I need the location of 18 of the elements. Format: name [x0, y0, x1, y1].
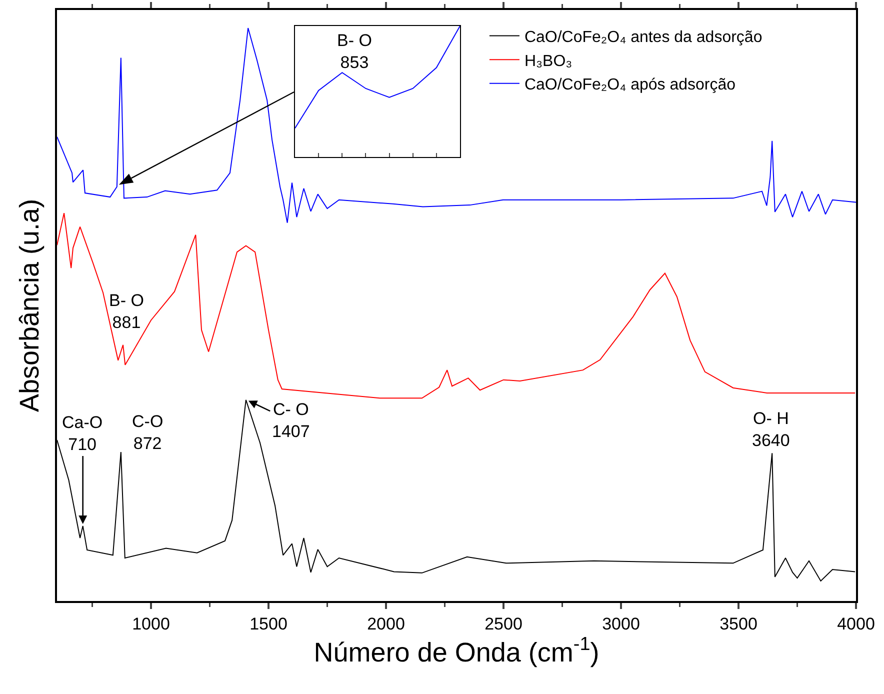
x-tick-label: 3000	[602, 614, 640, 634]
x-tick-label: 2500	[484, 614, 522, 634]
annotation: B- O 853	[337, 31, 372, 72]
annotation: C-O 872	[132, 412, 164, 454]
annotation: B- O 881	[109, 291, 144, 332]
x-axis-title: Número de Onda (cm$^{-1}$)	[314, 634, 600, 668]
annotation: Ca-O 710	[62, 413, 103, 454]
x-tick-label: 1000	[132, 614, 170, 634]
x-tick-label: 1500	[250, 614, 288, 634]
y-axis-title: Absorbância (u.a)	[14, 198, 45, 412]
legend-label: CaO/CoFe₂O₄ antes da adsorção	[524, 29, 762, 46]
legend-label: H₃BO₃	[524, 52, 572, 70]
annotation: O- H 3640	[752, 409, 790, 450]
annotation: C- O 1407	[272, 400, 310, 442]
x-tick-label: 2000	[367, 614, 405, 634]
x-tick-label: 3500	[720, 614, 758, 634]
x-tick-label: 4000	[837, 614, 875, 634]
legend-label: CaO/CoFe₂O₄ após adsorção	[524, 76, 736, 94]
